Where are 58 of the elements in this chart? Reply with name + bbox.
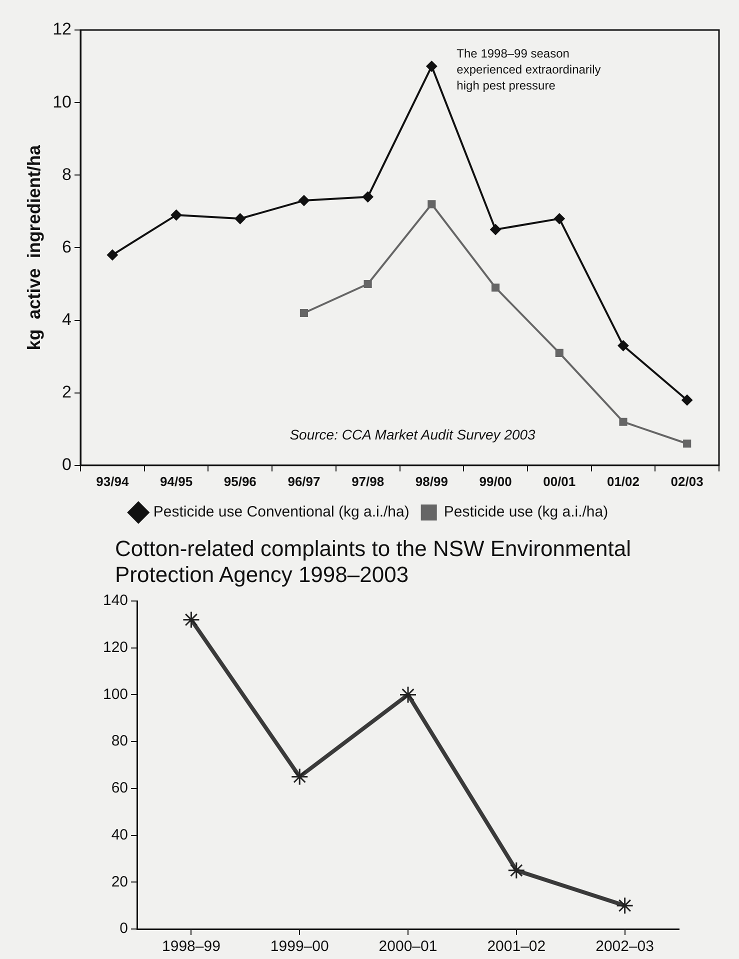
y-tick-label: 80 [111,732,128,750]
point [300,308,308,318]
point [428,200,436,208]
point [508,861,526,879]
y-tick-label: 10 [52,92,72,112]
point [426,60,438,72]
x-tick-label: 02/03 [670,474,704,489]
point [555,348,564,357]
y-tick-label: 100 [102,686,128,703]
point [682,394,693,406]
y-tick-label: 2 [62,382,72,402]
y-tick-label: 8 [62,164,72,184]
point [616,896,634,914]
x-tick-label: 2002–03 [596,938,654,955]
x-tick-label: 98/99 [415,474,448,489]
point [619,418,628,426]
y-tick-label: 6 [62,237,72,256]
legend-label: Pesticide use (kg a.i./ha) [444,504,608,521]
x-tick-label: 96/97 [288,474,320,489]
y-tick-label: 40 [111,826,128,844]
annotation: Source: CCA Market Audit Survey 2003 [290,426,536,442]
point [364,280,372,288]
x-tick-label: 1999–00 [270,938,329,955]
chart-title: Cotton-related complaints to the NSW Environmental Protection Agency 1998–2003 [115,536,632,589]
x-tick-label: 01/02 [606,474,640,489]
y-tick-label: 60 [111,779,128,796]
point [106,249,118,260]
point [554,213,565,224]
legend-label: Pesticide use Conventional (kg a.i./ha) [153,504,410,521]
x-tick-label: 00/01 [543,474,576,489]
point [399,686,417,704]
point [618,340,629,352]
point [683,440,692,448]
x-tick-label: 95/96 [224,474,256,489]
point [234,213,246,224]
x-tick-label: 93/94 [96,474,130,489]
x-tick-label: 97/98 [352,474,384,489]
point [298,195,310,206]
y-tick-label: 12 [52,20,72,39]
x-tick-label: 1998–99 [162,938,220,955]
x-tick-label: 2000–01 [378,938,438,955]
y-tick-label: 0 [62,455,72,474]
annotation: The 1998–99 season experienced extraordinarily high pest pressure [456,46,601,93]
y-tick-label: 120 [102,638,128,656]
x-tick-label: 94/95 [160,474,193,489]
x-tick-label: 2001–02 [487,938,546,955]
x-tick-label: 99/00 [479,474,512,489]
point [490,224,502,236]
y-tick-label: 4 [62,310,72,329]
point [182,610,200,628]
point [491,284,500,292]
y-axis-title: kg active ingredient/ha [24,144,44,350]
y-tick-label: 20 [111,873,128,890]
y-tick-label: 140 [102,592,128,609]
point [290,768,308,786]
point [362,191,374,202]
point [170,210,182,221]
y-tick-label: 0 [120,920,128,937]
